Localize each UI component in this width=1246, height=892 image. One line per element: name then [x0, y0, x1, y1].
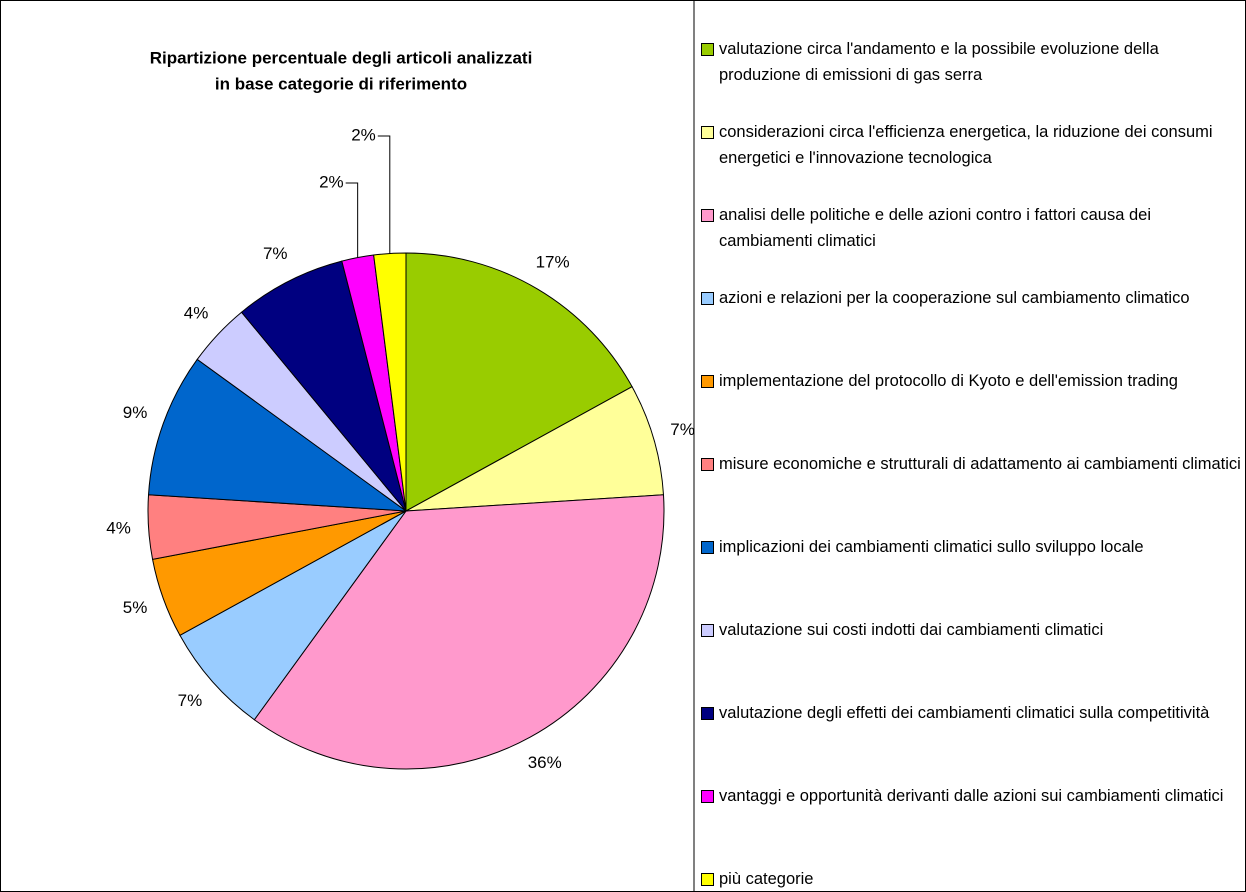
data-label: 7%	[670, 420, 695, 439]
legend-item: valutazione sui costi indotti dai cambia…	[701, 617, 1243, 643]
legend-label: misure economiche e strutturali di adatt…	[719, 455, 1241, 473]
data-label: 4%	[184, 303, 209, 322]
legend-label: valutazione sui costi indotti dai cambia…	[719, 621, 1104, 639]
data-label: 2%	[351, 125, 376, 144]
legend-label: implicazioni dei cambiamenti climatici s…	[719, 538, 1144, 556]
legend-item: azioni e relazioni per la cooperazione s…	[701, 285, 1243, 311]
legend-swatch	[701, 43, 714, 56]
legend-label: considerazioni circa l'efficienza energe…	[719, 123, 1213, 167]
data-label: 17%	[536, 253, 570, 272]
data-label: 2%	[319, 172, 344, 191]
legend-swatch	[701, 292, 714, 305]
leader-line	[345, 182, 359, 258]
data-label: 4%	[106, 519, 131, 538]
pie-slice	[253, 494, 665, 770]
legend-item: vantaggi e opportunità derivanti dalle a…	[701, 783, 1243, 809]
legend-swatch	[701, 126, 714, 139]
legend-label: implementazione del protocollo di Kyoto …	[719, 372, 1178, 390]
pie-slice	[405, 252, 633, 512]
legend-swatch	[701, 541, 714, 554]
legend-item: valutazione degli effetti dei cambiament…	[701, 700, 1243, 726]
legend-swatch	[701, 790, 714, 803]
chart-title: in base categorie di riferimento	[215, 74, 467, 93]
legend-item: implementazione del protocollo di Kyoto …	[701, 368, 1243, 394]
pie-slice	[405, 386, 665, 512]
data-label: 5%	[123, 598, 148, 617]
data-label: 9%	[123, 403, 148, 422]
legend-label: analisi delle politiche e delle azioni c…	[719, 206, 1152, 250]
pie-slice	[147, 358, 408, 512]
pie-slice	[179, 510, 407, 721]
legend-label: azioni e relazioni per la cooperazione s…	[719, 289, 1190, 307]
chart-title: Ripartizione percentuale degli articoli …	[150, 48, 533, 67]
legend-label: vantaggi e opportunità derivanti dalle a…	[719, 787, 1224, 805]
legend-swatch	[701, 209, 714, 222]
data-label: 7%	[263, 244, 288, 263]
legend-label: valutazione degli effetti dei cambiament…	[719, 704, 1210, 722]
legend-item: misure economiche e strutturali di adatt…	[701, 451, 1243, 477]
legend-item: implicazioni dei cambiamenti climatici s…	[701, 534, 1243, 560]
legend-item: considerazioni circa l'efficienza energe…	[701, 119, 1243, 171]
legend-swatch	[701, 458, 714, 471]
legend-item: valutazione circa l'andamento e la possi…	[701, 36, 1243, 88]
legend-item: analisi delle politiche e delle azioni c…	[701, 202, 1243, 254]
legend-item: più categorie	[701, 866, 1243, 891]
data-label: 7%	[178, 691, 203, 710]
legend-swatch	[701, 873, 714, 886]
leader-line	[377, 135, 391, 254]
legend-label: valutazione circa l'andamento e la possi…	[719, 40, 1159, 84]
data-label: 36%	[528, 753, 562, 772]
legend-label: più categorie	[719, 870, 814, 888]
legend-swatch	[701, 375, 714, 388]
legend-swatch	[701, 707, 714, 720]
pie-slice	[240, 260, 407, 512]
legend-swatch	[701, 624, 714, 637]
